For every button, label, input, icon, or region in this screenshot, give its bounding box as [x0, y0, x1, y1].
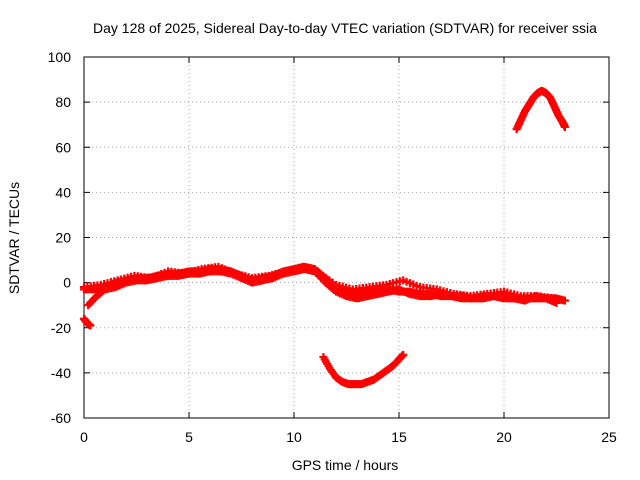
chart-title: Day 128 of 2025, Sidereal Day-to-day VTE… — [93, 20, 597, 36]
grid — [84, 57, 609, 418]
y-tick-label: -40 — [51, 365, 71, 381]
series-main-band-c — [80, 262, 559, 303]
y-tick-label: -60 — [51, 410, 71, 426]
data-point — [552, 298, 561, 307]
y-tick-label: 60 — [55, 139, 71, 155]
data-point — [560, 122, 569, 131]
x-tick-label: 20 — [496, 429, 512, 445]
y-tick-label: 40 — [55, 184, 71, 200]
x-tick-label: 5 — [185, 429, 193, 445]
x-tick-label: 15 — [391, 429, 407, 445]
y-tick-label: 20 — [55, 230, 71, 246]
data-point — [399, 350, 408, 359]
data-point — [560, 296, 569, 305]
x-tick-label: 0 — [80, 429, 88, 445]
x-tick-label: 25 — [601, 429, 617, 445]
data-point — [86, 321, 95, 330]
y-tick-label: -20 — [51, 320, 71, 336]
y-tick-label: 100 — [48, 49, 72, 65]
series-dip-arc — [319, 350, 408, 389]
y-tick-label: 80 — [55, 94, 71, 110]
x-tick-label: 10 — [286, 429, 302, 445]
y-axis-label: SDTVAR / TECUs — [6, 182, 22, 294]
data-series — [80, 86, 569, 389]
y-tick-label: 0 — [63, 275, 71, 291]
x-axis-label: GPS time / hours — [292, 457, 399, 473]
axis-ticks: 0 5 10 15 20 25 -60 -40 -20 0 20 40 60 80 100 — [48, 49, 617, 445]
series-short-arc-start — [80, 314, 95, 330]
data-point — [550, 294, 559, 303]
series-high-arc — [512, 86, 569, 134]
